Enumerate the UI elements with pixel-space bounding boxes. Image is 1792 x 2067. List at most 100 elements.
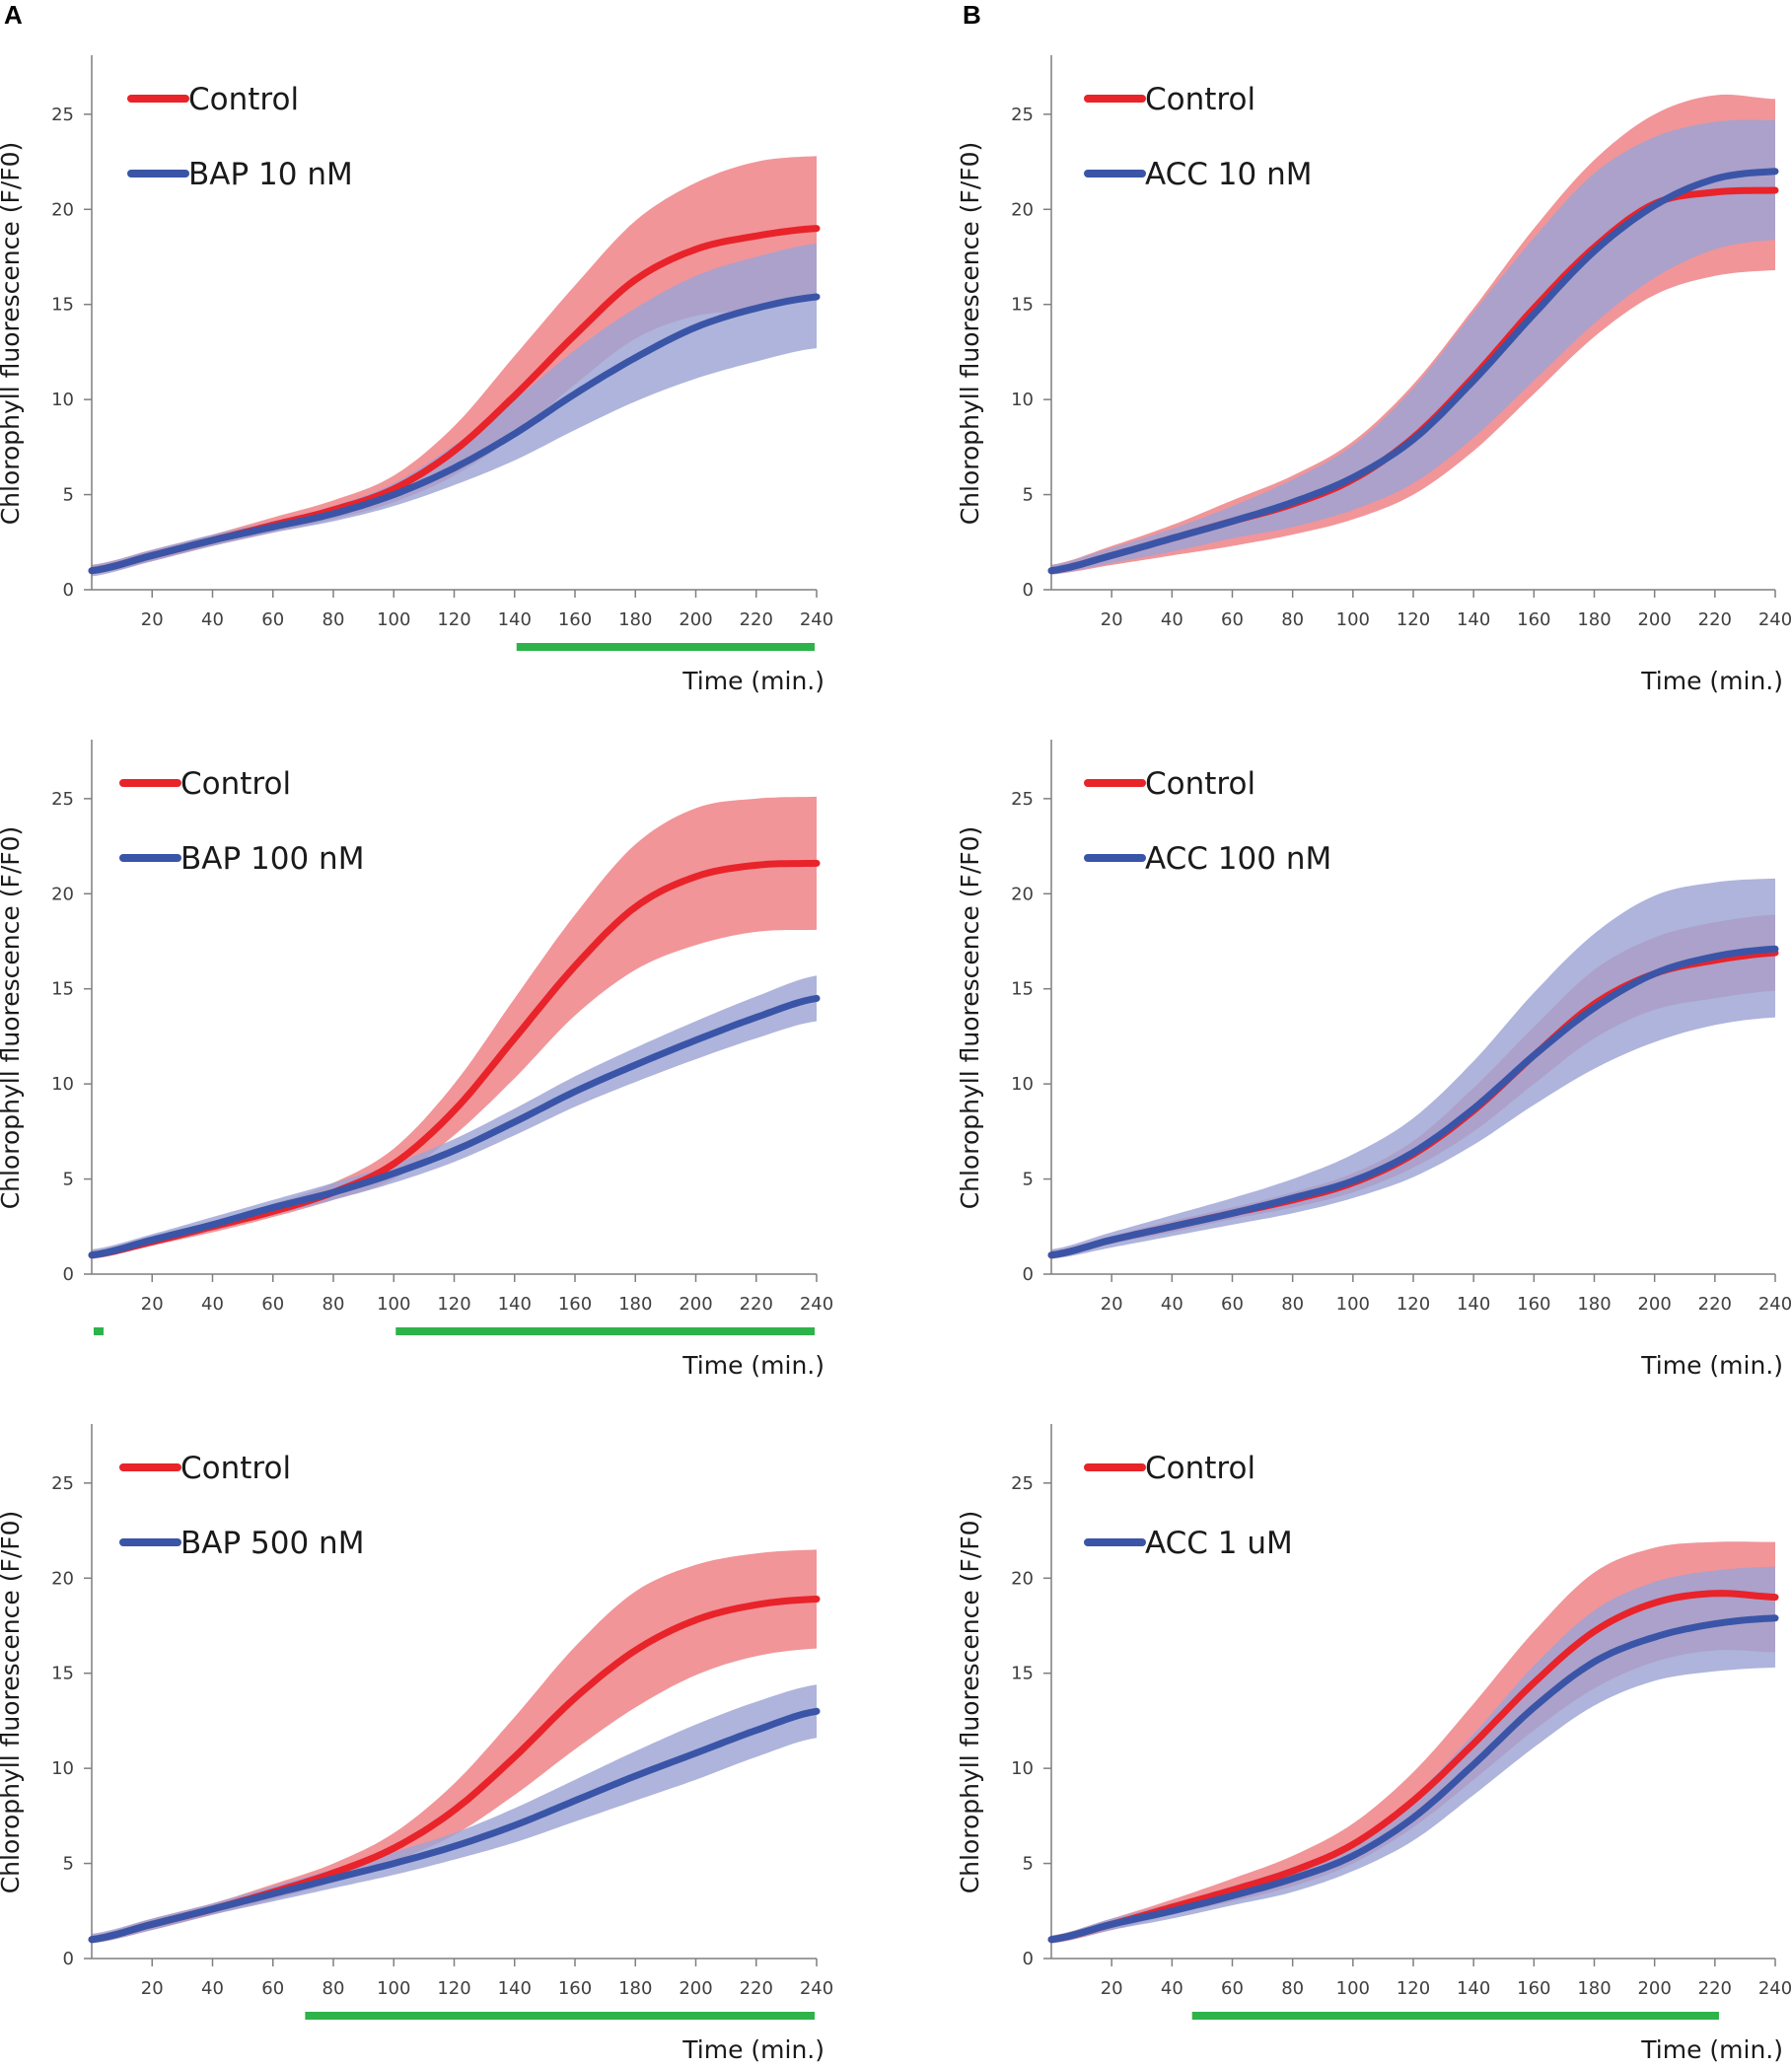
x-tick-label: 20 [141, 1294, 164, 1315]
legend-label-treatment: BAP 500 nM [180, 1526, 364, 1561]
x-tick-label: 100 [1336, 609, 1370, 630]
x-tick-label: 60 [1221, 1294, 1244, 1315]
x-axis-title: Time (min.) [1640, 1351, 1783, 1380]
x-tick-label: 40 [201, 1294, 224, 1315]
x-tick-label: 120 [437, 1294, 470, 1315]
x-tick-label: 180 [1577, 609, 1611, 630]
x-tick-label: 240 [1758, 1978, 1792, 1999]
x-tick-label: 240 [800, 1294, 833, 1315]
x-tick-label: 20 [1101, 1978, 1123, 1999]
x-tick-label: 200 [679, 1978, 712, 1999]
series-line-control [1047, 1590, 1779, 1944]
error-band-treatment [1051, 1566, 1775, 1944]
x-tick-label: 240 [800, 609, 833, 630]
x-tick-label: 240 [1758, 609, 1792, 630]
chart-panel-b-2: 0 5 10 15 20 25 20 40 60 80 100 120 140 160 180 200 220 2… [956, 740, 1792, 1380]
series-line-treatment [1047, 945, 1779, 1259]
legend-label-treatment: ACC 10 nM [1145, 157, 1313, 192]
x-tick-label: 100 [377, 1294, 410, 1315]
x-tick-label: 60 [1221, 1978, 1244, 1999]
y-tick-label: 5 [63, 1854, 74, 1875]
y-tick-label: 15 [51, 1664, 74, 1684]
y-axis-title: Chlorophyll fluorescence (F/F0) [0, 1511, 25, 1894]
x-tick-label: 100 [377, 609, 410, 630]
x-tick-label: 60 [261, 1978, 284, 1999]
x-tick-label: 60 [261, 1294, 284, 1315]
chart-panel-b-1: 0 5 10 15 20 25 20 40 60 80 100 120 140 160 180 200 220 2… [956, 55, 1792, 695]
x-tick-label: 160 [1517, 1978, 1550, 1999]
x-tick-label: 240 [800, 1978, 833, 1999]
x-tick-label: 220 [740, 1978, 773, 1999]
error-band-treatment [92, 1684, 817, 1944]
y-tick-label: 25 [1011, 789, 1034, 810]
y-tick-label: 0 [1023, 1264, 1034, 1285]
y-tick-label: 10 [1011, 390, 1034, 410]
x-tick-label: 140 [1457, 609, 1490, 630]
x-axis-title: Time (min.) [1640, 667, 1783, 695]
y-tick-label: 20 [51, 1568, 74, 1589]
x-axis-title: Time (min.) [681, 667, 824, 695]
x-tick-label: 140 [498, 609, 532, 630]
x-tick-label: 160 [558, 1978, 592, 1999]
y-tick-label: 10 [1011, 1758, 1034, 1779]
x-tick-label: 160 [558, 609, 592, 630]
y-axis-title: Chlorophyll fluorescence (F/F0) [956, 826, 984, 1210]
x-tick-label: 60 [1221, 609, 1244, 630]
x-tick-label: 160 [1517, 609, 1550, 630]
x-tick-label: 100 [377, 1978, 410, 1999]
y-tick-label: 25 [51, 105, 74, 125]
y-tick-label: 0 [1023, 1949, 1034, 1969]
y-tick-label: 0 [63, 1264, 74, 1285]
x-tick-label: 220 [1698, 1294, 1732, 1315]
x-tick-label: 40 [201, 1978, 224, 1999]
y-tick-label: 15 [1011, 979, 1034, 1000]
x-tick-label: 120 [1397, 1978, 1430, 1999]
x-tick-label: 220 [1698, 609, 1732, 630]
series-line-treatment [1047, 168, 1779, 575]
x-tick-label: 220 [740, 609, 773, 630]
series-line-treatment [88, 994, 821, 1259]
legend-label-treatment: BAP 100 nM [180, 841, 364, 877]
x-axis-title: Time (min.) [681, 1351, 824, 1380]
x-tick-label: 220 [1698, 1978, 1732, 1999]
x-tick-label: 140 [1457, 1978, 1490, 1999]
y-tick-label: 15 [51, 295, 74, 316]
x-tick-label: 120 [437, 1978, 470, 1999]
y-tick-label: 20 [1011, 1568, 1034, 1589]
x-tick-label: 120 [1397, 1294, 1430, 1315]
x-axis-title: Time (min.) [1640, 2035, 1783, 2064]
x-tick-label: 180 [1577, 1294, 1611, 1315]
x-tick-label: 20 [141, 609, 164, 630]
y-tick-label: 5 [1023, 1170, 1034, 1190]
x-tick-label: 40 [1161, 1294, 1183, 1315]
y-tick-label: 15 [51, 979, 74, 1000]
legend-label-control: Control [188, 82, 299, 117]
legend-label-treatment: BAP 10 nM [188, 157, 353, 192]
x-tick-label: 80 [323, 1294, 345, 1315]
x-tick-label: 80 [323, 1978, 345, 1999]
x-tick-label: 180 [618, 1978, 652, 1999]
x-tick-label: 140 [498, 1294, 532, 1315]
x-tick-label: 200 [679, 1294, 712, 1315]
x-tick-label: 40 [1161, 609, 1183, 630]
y-tick-label: 10 [1011, 1074, 1034, 1095]
x-tick-label: 40 [1161, 1978, 1183, 1999]
legend-label-control: Control [1145, 766, 1255, 802]
series-line-treatment [88, 293, 821, 575]
x-tick-label: 220 [740, 1294, 773, 1315]
x-tick-label: 200 [679, 609, 712, 630]
y-tick-label: 25 [1011, 105, 1034, 125]
y-tick-label: 5 [63, 485, 74, 506]
y-tick-label: 10 [51, 1074, 74, 1095]
y-tick-label: 20 [51, 884, 74, 904]
chart-panel-a-3: 0 5 10 15 20 25 20 40 60 80 100 120 140 160 180 200 220 2… [0, 1424, 833, 2064]
x-tick-label: 160 [558, 1294, 592, 1315]
error-band-treatment [1051, 119, 1775, 575]
x-tick-label: 80 [323, 609, 345, 630]
x-tick-label: 160 [1517, 1294, 1550, 1315]
legend-label-control: Control [1145, 82, 1255, 117]
y-axis-title: Chlorophyll fluorescence (F/F0) [0, 142, 25, 526]
x-axis-title: Time (min.) [681, 2035, 824, 2064]
